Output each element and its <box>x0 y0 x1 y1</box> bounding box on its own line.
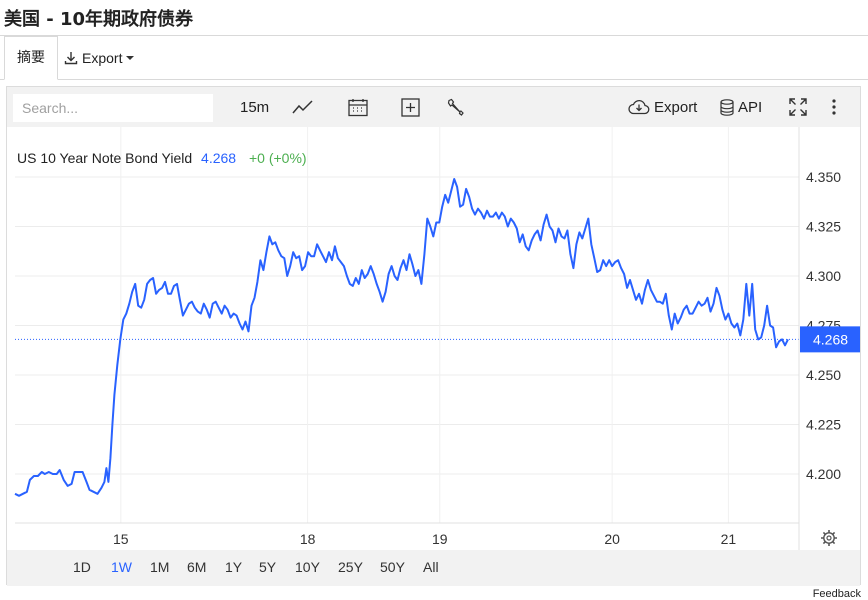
cloud-download-icon <box>628 100 650 115</box>
tab-export[interactable]: Export <box>64 36 135 80</box>
legend: US 10 Year Note Bond Yield 4.268 +0 (+0%… <box>17 150 307 166</box>
range-button-1y[interactable]: 1Y <box>225 559 243 575</box>
legend-last-value: 4.268 <box>201 150 236 166</box>
title-divider <box>0 35 868 36</box>
y-tick-label: 4.325 <box>806 219 841 235</box>
calendar-icon <box>348 98 368 116</box>
caret-down-icon <box>126 56 135 60</box>
chart-type-button[interactable] <box>292 87 314 127</box>
chart-toolbar: 15m Export API <box>7 87 860 127</box>
gear-icon <box>823 532 835 544</box>
more-vertical-icon <box>832 99 836 115</box>
more-menu-button[interactable] <box>832 87 836 127</box>
range-button-1d[interactable]: 1D <box>73 559 91 575</box>
interval-button[interactable]: 15m <box>240 87 269 127</box>
range-button-25y[interactable]: 25Y <box>338 559 363 575</box>
feedback-link[interactable]: Feedback <box>812 588 861 600</box>
fullscreen-icon <box>789 98 807 116</box>
line-chart-icon <box>292 100 313 114</box>
x-tick-label: 21 <box>721 531 737 547</box>
range-button-10y[interactable]: 10Y <box>295 559 320 575</box>
tab-bar: 摘要 Export <box>0 36 868 80</box>
range-button-1m[interactable]: 1M <box>150 559 170 575</box>
x-tick-label: 18 <box>300 531 316 547</box>
price-tag-label: 4.268 <box>813 331 848 347</box>
date-range-button[interactable] <box>348 87 368 127</box>
range-button-all[interactable]: All <box>423 559 439 575</box>
y-tick-label: 4.350 <box>806 169 841 185</box>
chart-settings-button[interactable] <box>821 530 837 546</box>
download-icon <box>64 52 78 65</box>
range-button-6m[interactable]: 6M <box>187 559 207 575</box>
y-tick-label: 4.225 <box>806 417 841 433</box>
api-button[interactable]: API <box>720 87 762 127</box>
chart-export-label: Export <box>654 98 698 116</box>
x-tick-label: 15 <box>113 531 129 547</box>
range-selector: 1D 1W 1M 6M 1Y 5Y 10Y 25Y 50Y All <box>7 550 860 586</box>
y-tick-label: 4.250 <box>806 367 841 383</box>
range-button-50y[interactable]: 50Y <box>380 559 405 575</box>
page-title: 美国 - 10年期政府债券 <box>4 9 194 30</box>
y-tick-label: 4.300 <box>806 268 841 284</box>
series-line <box>14 178 789 497</box>
legend-change: +0 (+0%) <box>249 150 307 166</box>
database-icon <box>720 98 734 116</box>
plus-box-icon <box>401 97 420 117</box>
x-tick-label: 19 <box>432 531 448 547</box>
chart-export-button[interactable]: Export <box>628 87 697 127</box>
add-indicator-button[interactable] <box>401 87 420 127</box>
range-button-5y[interactable]: 5Y <box>259 559 277 575</box>
fullscreen-button[interactable] <box>789 87 807 127</box>
x-tick-label: 20 <box>604 531 620 547</box>
search-input[interactable] <box>13 94 213 122</box>
price-tag-layer: 4.268 <box>800 326 860 353</box>
chart-area[interactable]: 4.200 4.225 4.250 4.275 4.300 4.325 4.350 15 18 1… <box>7 127 860 550</box>
line-layer <box>14 178 789 497</box>
range-button-1w[interactable]: 1W <box>111 559 132 575</box>
legend-symbol-name: US 10 Year Note Bond Yield <box>17 150 192 166</box>
api-label: API <box>738 98 763 116</box>
tab-summary[interactable]: 摘要 <box>4 36 58 80</box>
wrench-icon <box>447 98 464 116</box>
settings-tool-button[interactable] <box>447 87 465 127</box>
chart-widget: 15m Export API 4.200 <box>6 86 861 586</box>
grid-layer <box>15 127 799 523</box>
y-tick-label: 4.200 <box>806 466 841 482</box>
price-tag-bg <box>800 326 860 353</box>
tab-export-label: Export <box>82 50 123 66</box>
interval-label: 15m <box>240 98 270 116</box>
